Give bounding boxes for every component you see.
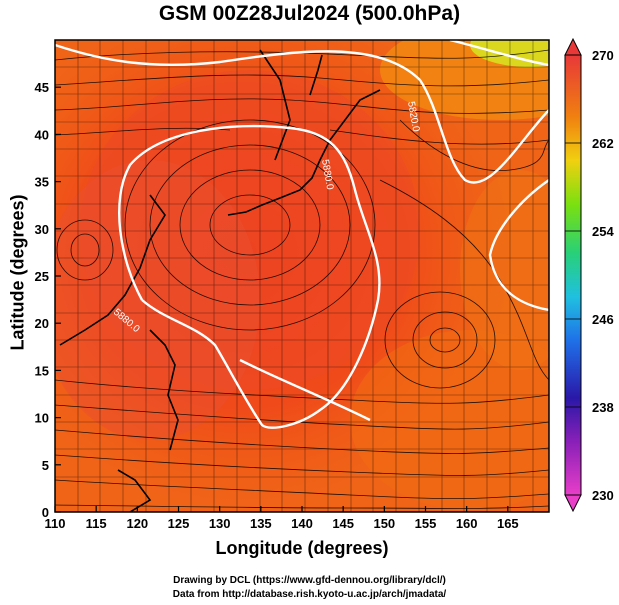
chart-title: GSM 00Z28Jul2024 (500.0hPa) xyxy=(158,2,461,25)
wind-streamlines xyxy=(55,49,549,509)
y-tick-label: 0 xyxy=(42,505,49,520)
colorbar-tick-label: 270 xyxy=(592,48,614,63)
colorbar-tick-label: 246 xyxy=(592,312,614,327)
y-tick-label: 45 xyxy=(35,80,49,95)
colorbar-tick-label: 262 xyxy=(592,136,614,151)
height-contours xyxy=(55,40,549,429)
x-tick-label: 165 xyxy=(497,516,519,531)
y-tick-label: 10 xyxy=(35,411,49,426)
x-axis-label: Longitude (degrees) xyxy=(215,538,389,558)
x-tick-label: 145 xyxy=(332,516,354,531)
colorbar-max-arrow xyxy=(564,37,582,56)
contour-label-5880-b: 5880.0 xyxy=(319,159,335,191)
x-tick-label: 120 xyxy=(126,516,148,531)
colorbar-tick-label: 254 xyxy=(592,224,614,239)
y-tick-label: 20 xyxy=(35,316,49,331)
x-tick-label: 110 xyxy=(45,516,66,531)
x-tick-label: 155 xyxy=(415,516,437,531)
credit-data-source: Data from http://database.rish.kyoto-u.a… xyxy=(172,589,447,600)
colorbar-min-arrow xyxy=(564,494,582,513)
y-tick-label: 5 xyxy=(42,458,49,473)
y-tick-label: 40 xyxy=(35,127,49,142)
y-tick-label: 30 xyxy=(35,222,49,237)
colorbar-tick-label: 230 xyxy=(592,488,614,503)
y-tick-label: 25 xyxy=(35,269,49,284)
colorbar: 230 238 246 254 262 270 xyxy=(564,37,614,513)
y-tick-label: 15 xyxy=(35,363,49,378)
x-tick-label: 160 xyxy=(456,516,478,531)
x-tick-label: 135 xyxy=(250,516,272,531)
y-tick-label: 35 xyxy=(35,175,49,190)
y-axis-label: Latitude (degrees) xyxy=(7,194,28,351)
x-tick-label: 130 xyxy=(209,516,231,531)
colorbar-tick-label: 238 xyxy=(592,400,614,415)
x-tick-label: 125 xyxy=(168,516,190,531)
contour-label-5820: 5820.0 xyxy=(405,101,421,133)
credit-drawing: Drawing by DCL (https://www.gfd-dennou.o… xyxy=(173,575,446,586)
y-axis-ticks: 0 5 10 15 20 25 30 35 40 45 xyxy=(35,80,61,520)
lat-lon-grid xyxy=(55,40,549,512)
temperature-field xyxy=(55,40,549,512)
x-tick-label: 140 xyxy=(291,516,313,531)
x-tick-label: 150 xyxy=(373,516,395,531)
x-axis-ticks: 110 115 120 125 130 135 140 145 150 155 160 165 xyxy=(45,506,519,531)
x-tick-label: 115 xyxy=(86,516,107,531)
